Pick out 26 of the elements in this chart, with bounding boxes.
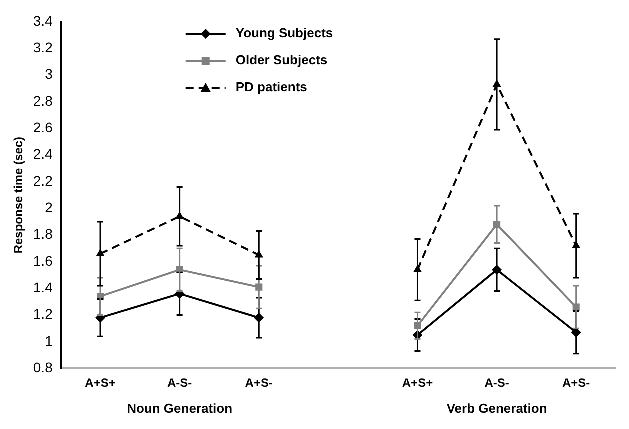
y-tick-label: 3.2 bbox=[33, 40, 54, 56]
legend-label: PD patients bbox=[236, 80, 308, 95]
x-tick-label: A+S- bbox=[562, 376, 590, 390]
y-tick-label: 1.2 bbox=[33, 306, 54, 322]
x-tick-label: A-S- bbox=[484, 376, 510, 390]
x-tick-label: A+S- bbox=[245, 376, 273, 390]
y-axis-title: Response time (sec) bbox=[12, 136, 26, 254]
y-tick-label: 1.8 bbox=[33, 226, 54, 242]
y-tick-label: 2.2 bbox=[33, 172, 54, 189]
text: Noun Generation bbox=[127, 401, 233, 416]
x-tick-label: A+S+ bbox=[402, 376, 434, 390]
x-tick-label: A-S- bbox=[167, 376, 192, 390]
y-tick-label: 2 bbox=[45, 199, 54, 216]
y-tick-label: 2.6 bbox=[33, 120, 54, 136]
y-tick-label: 2.8 bbox=[33, 92, 54, 109]
y-tick-label: 2.4 bbox=[33, 146, 54, 162]
y-tick-label: 1 bbox=[45, 332, 54, 349]
legend-label: Young Subjects bbox=[236, 26, 334, 41]
x-tick-label: A+S+ bbox=[85, 376, 116, 390]
y-tick-label: 3 bbox=[45, 66, 54, 82]
y-tick-label: 3.4 bbox=[33, 12, 54, 29]
y-tick-label: 1.4 bbox=[33, 279, 54, 296]
text: Verb Generation bbox=[446, 401, 548, 416]
y-tick-label: 1.6 bbox=[33, 252, 54, 269]
y-tick-label: 0.8 bbox=[33, 359, 54, 376]
legend-label: Older Subjects bbox=[236, 52, 328, 68]
